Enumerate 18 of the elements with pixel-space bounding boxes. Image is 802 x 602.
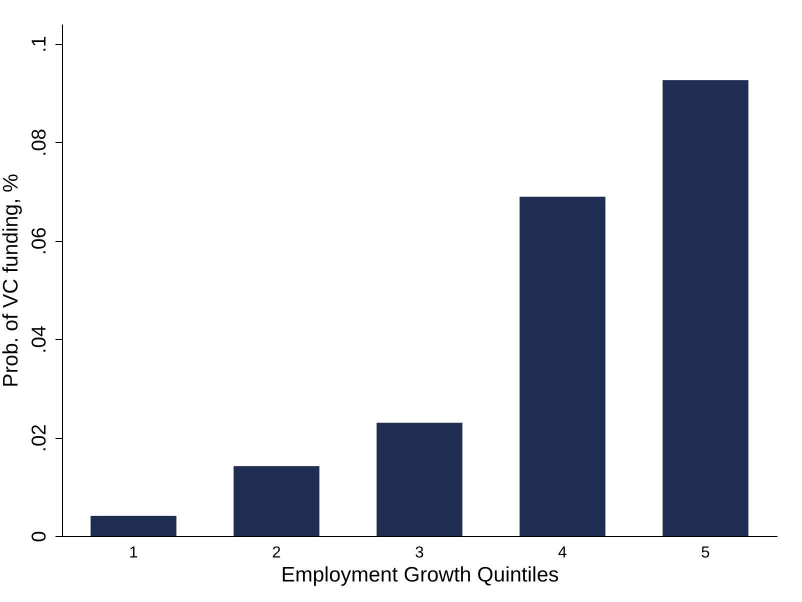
- y-tick-label: .08: [28, 128, 50, 157]
- y-tick-label: .1: [28, 36, 50, 53]
- y-tick-label: 0: [28, 530, 50, 542]
- x-tick-label: 2: [272, 544, 282, 562]
- bar: [376, 422, 462, 536]
- y-axis-title: Prob. of VC funding, %: [0, 174, 22, 388]
- x-tick-label: 3: [415, 544, 424, 562]
- x-axis-title: Employment Growth Quintiles: [281, 564, 559, 586]
- bar: [90, 516, 176, 536]
- x-tick-label: 1: [129, 544, 138, 562]
- y-tick-label: .06: [28, 227, 50, 256]
- x-tick-label: 5: [701, 544, 710, 562]
- y-tick-label: .02: [28, 424, 50, 452]
- bar: [520, 196, 606, 536]
- bar: [662, 80, 748, 536]
- x-tick-label: 4: [558, 544, 568, 562]
- y-tick-label: .04: [28, 326, 50, 354]
- bar: [234, 466, 320, 536]
